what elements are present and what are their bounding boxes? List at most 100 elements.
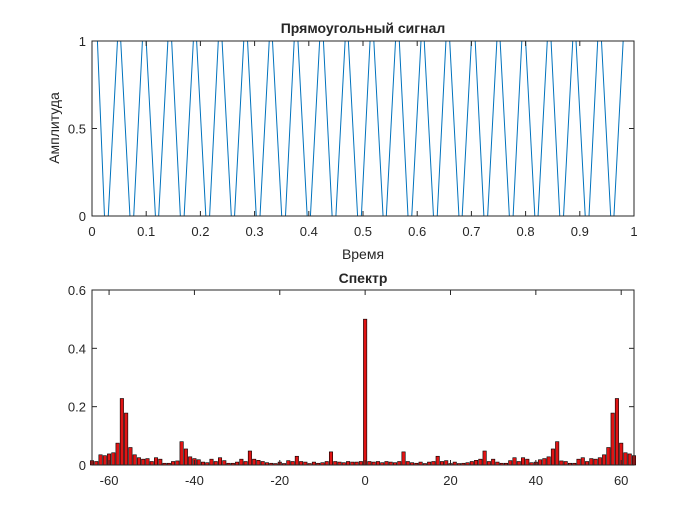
- signal-xtick-label: 1: [630, 224, 637, 239]
- spectrum-bar: [516, 461, 521, 466]
- spectrum-bar: [171, 461, 176, 466]
- spectrum-bar: [260, 461, 265, 466]
- spectrum-bar: [482, 450, 487, 466]
- spectrum-xtick-label: 60: [614, 473, 628, 488]
- signal-ylabel: Амплитуда: [46, 92, 62, 164]
- spectrum-bar: [115, 442, 120, 466]
- spectrum-bar: [508, 460, 513, 466]
- spectrum-bar: [469, 461, 474, 466]
- signal-xtick-label: 0.6: [408, 224, 426, 239]
- spectrum-bar: [439, 461, 444, 466]
- signal-axes: Прямоугольный сигнал Время Амплитуда 0 0.…: [46, 20, 638, 262]
- spectrum-bar: [435, 455, 440, 466]
- signal-xtick-label: 0.5: [354, 224, 372, 239]
- spectrum-bar: [363, 318, 368, 466]
- spectrum-bar: [563, 461, 568, 466]
- spectrum-bar: [444, 460, 449, 466]
- spectrum-bar: [614, 398, 619, 466]
- spectrum-bar: [324, 461, 329, 466]
- spectrum-bar: [128, 447, 133, 466]
- spectrum-bar: [290, 461, 295, 466]
- spectrum-bar: [375, 461, 380, 466]
- spectrum-bar: [521, 457, 526, 466]
- signal-ytick-label: 0.5: [68, 122, 86, 137]
- spectrum-ytick-label: 0.6: [68, 283, 86, 298]
- spectrum-bar: [576, 458, 581, 466]
- spectrum-bar: [328, 451, 334, 466]
- spectrum-bar: [491, 458, 496, 466]
- spectrum-bar: [623, 452, 628, 466]
- spectrum-bar: [538, 459, 543, 466]
- spectrum-bar: [550, 448, 555, 466]
- signal-xtick-label: 0: [88, 224, 95, 239]
- spectrum-xtick-label: -20: [270, 473, 289, 488]
- spectrum-bar: [525, 458, 530, 466]
- signal-xtick-label: 0.3: [246, 224, 264, 239]
- spectrum-bar: [256, 460, 261, 466]
- spectrum-ytick-label: 0.4: [68, 341, 86, 356]
- spectrum-bar: [555, 441, 560, 466]
- spectrum-bar: [196, 459, 201, 466]
- spectrum-xtick-label: -40: [185, 473, 204, 488]
- spectrum-bar: [346, 461, 351, 466]
- spectrum-bar: [602, 454, 607, 466]
- spectrum-plot-frame: [91, 289, 635, 466]
- spectrum-bar: [512, 457, 517, 466]
- signal-xlabel: Время: [342, 246, 384, 262]
- signal-xtick-label: 0.2: [191, 224, 209, 239]
- spectrum-bar: [209, 458, 214, 466]
- spectrum-bar: [431, 461, 436, 466]
- spectrum-ytick-label: 0: [79, 458, 86, 473]
- spectrum-bar: [597, 457, 602, 466]
- spectrum-bar: [98, 454, 103, 466]
- spectrum-bar: [559, 460, 564, 466]
- spectrum-bar: [585, 461, 590, 466]
- spectrum-bar: [218, 457, 223, 466]
- spectrum-bar: [247, 450, 252, 466]
- spectrum-bar: [158, 458, 163, 466]
- signal-xtick-label: 0.1: [137, 224, 155, 239]
- signal-xtick-label: 0.7: [462, 224, 480, 239]
- spectrum-bar: [183, 448, 188, 466]
- spectrum-bar: [213, 461, 218, 466]
- spectrum-bar: [222, 460, 227, 466]
- spectrum-bar: [102, 455, 107, 466]
- spectrum-bar: [593, 458, 598, 466]
- signal-title: Прямоугольный сигнал: [281, 20, 446, 36]
- spectrum-bar: [610, 412, 615, 466]
- spectrum-bar: [141, 458, 146, 466]
- spectrum-bar: [119, 398, 124, 466]
- spectrum-bar: [299, 461, 304, 466]
- spectrum-bar: [397, 461, 402, 466]
- spectrum-bar: [606, 447, 611, 466]
- signal-ytick-label: 1: [79, 34, 86, 49]
- spectrum-title: Спектр: [339, 270, 388, 286]
- spectrum-bar: [145, 458, 150, 466]
- spectrum-axes: Спектр -60 -40 -20 0 20 40 60 0 0.2 0.4 0.6: [68, 270, 636, 488]
- spectrum-bar: [546, 456, 551, 466]
- spectrum-bar: [486, 461, 491, 466]
- spectrum-bar: [111, 452, 116, 466]
- signal-ytick-label: 0: [79, 209, 86, 224]
- spectrum-bar: [401, 451, 406, 466]
- spectrum-bar: [94, 461, 99, 466]
- spectrum-bar: [179, 441, 184, 466]
- signal-xtick-label: 0.4: [300, 224, 318, 239]
- spectrum-bar: [367, 461, 372, 466]
- spectrum-bar: [358, 461, 363, 466]
- spectrum-bar: [405, 461, 410, 466]
- spectrum-bar: [474, 460, 479, 466]
- signal-xtick-label: 0.9: [571, 224, 589, 239]
- spectrum-bar: [384, 461, 389, 466]
- spectrum-bar: [478, 458, 483, 466]
- spectrum-bar: [627, 453, 632, 466]
- spectrum-xtick-label: -60: [100, 473, 119, 488]
- spectrum-xtick-label: 40: [529, 473, 543, 488]
- spectrum-bar: [286, 460, 291, 466]
- spectrum-bar: [188, 456, 193, 466]
- spectrum-bar: [333, 461, 338, 466]
- spectrum-bar: [154, 457, 159, 466]
- spectrum-xtick-label: 20: [443, 473, 457, 488]
- spectrum-bar: [239, 458, 244, 466]
